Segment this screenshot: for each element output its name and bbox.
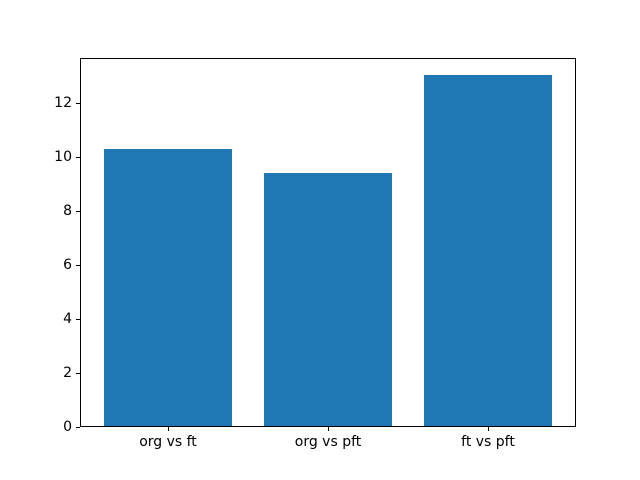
y-tick-mark — [76, 157, 80, 158]
y-tick-mark — [76, 319, 80, 320]
y-tick-mark — [76, 427, 80, 428]
y-tick-label: 4 — [63, 311, 72, 327]
bar-ft-vs-pft — [424, 74, 552, 426]
y-tick-label: 8 — [63, 203, 72, 219]
y-tick-mark — [76, 103, 80, 104]
y-tick-label: 12 — [54, 95, 72, 111]
y-tick-label: 2 — [63, 365, 72, 381]
y-tick-mark — [76, 265, 80, 266]
x-tick-mark — [488, 427, 489, 431]
y-tick-label: 0 — [63, 419, 72, 435]
y-tick-label: 6 — [63, 257, 72, 273]
y-tick-label: 10 — [54, 149, 72, 165]
bar-org-vs-ft — [104, 148, 232, 426]
x-tick-label: org vs ft — [139, 434, 197, 450]
y-tick-mark — [76, 211, 80, 212]
x-tick-label: ft vs pft — [461, 434, 515, 450]
y-tick-mark — [76, 373, 80, 374]
x-tick-mark — [168, 427, 169, 431]
x-tick-label: org vs pft — [294, 434, 362, 450]
bar-org-vs-pft — [264, 173, 392, 426]
plot-area — [80, 58, 576, 427]
x-tick-mark — [328, 427, 329, 431]
